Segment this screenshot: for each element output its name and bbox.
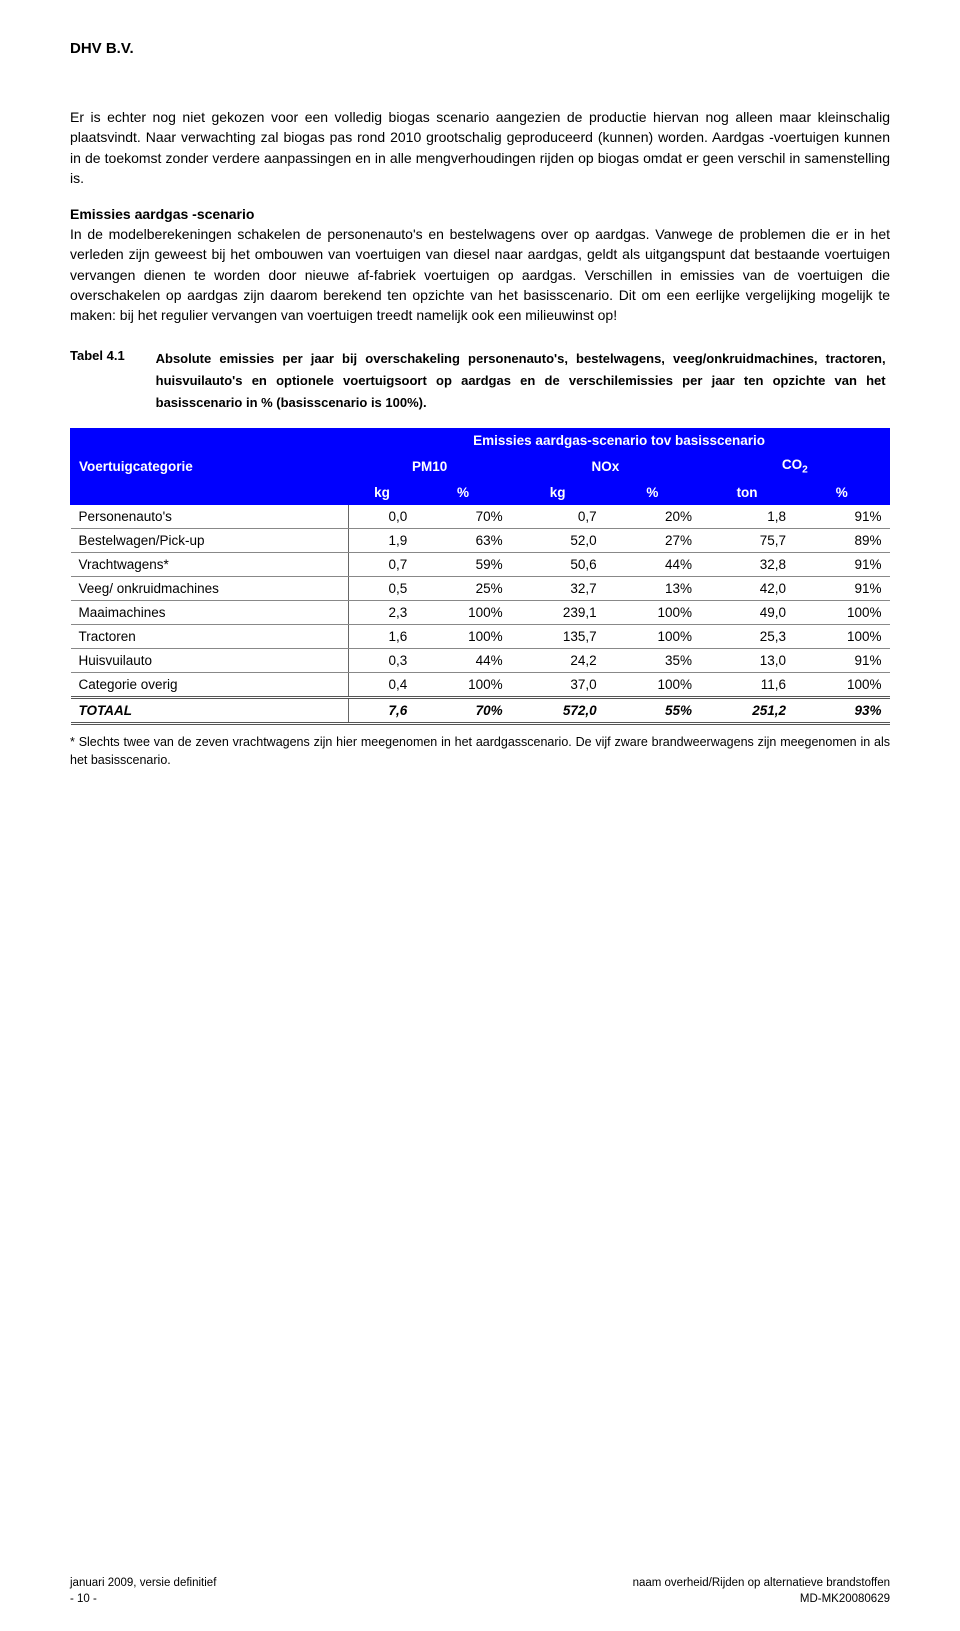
- table-row: Vrachtwagens*0,759%50,644%32,891%: [71, 552, 890, 576]
- table-row: Bestelwagen/Pick-up1,963%52,027%75,789%: [71, 528, 890, 552]
- cell-value: 59%: [415, 552, 510, 576]
- document-header: DHV B.V.: [70, 40, 890, 57]
- cell-value: 100%: [794, 600, 889, 624]
- cell-value: 0,7: [349, 552, 416, 576]
- paragraph-1: Er is echter nog niet gekozen voor een v…: [70, 107, 890, 188]
- cell-value: 100%: [605, 672, 700, 697]
- table-subheader: kg: [511, 480, 605, 504]
- paragraph-2: In de modelberekeningen schakelen de per…: [70, 224, 890, 325]
- row-label: Maaimachines: [71, 600, 349, 624]
- cell-value: 50,6: [511, 552, 605, 576]
- cell-value: 100%: [415, 672, 510, 697]
- cell-value: 100%: [605, 624, 700, 648]
- row-label: Categorie overig: [71, 672, 349, 697]
- table-caption-text: Absolute emissies per jaar bij overschak…: [156, 348, 886, 414]
- row-label: Personenauto's: [71, 504, 349, 528]
- cell-value: 100%: [794, 624, 889, 648]
- cell-value: 0,0: [349, 504, 416, 528]
- row-label: Bestelwagen/Pick-up: [71, 528, 349, 552]
- cell-value: 13%: [605, 576, 700, 600]
- cell-value: 44%: [415, 648, 510, 672]
- table-subheader: %: [415, 480, 510, 504]
- cell-value: 0,4: [349, 672, 416, 697]
- cell-value: 32,8: [700, 552, 794, 576]
- table-subheader: ton: [700, 480, 794, 504]
- row-label: Huisvuilauto: [71, 648, 349, 672]
- table-row: Veeg/ onkruidmachines0,525%32,713%42,091…: [71, 576, 890, 600]
- cell-value: 20%: [605, 504, 700, 528]
- total-value: 572,0: [511, 697, 605, 723]
- cell-value: 13,0: [700, 648, 794, 672]
- cell-value: 0,7: [511, 504, 605, 528]
- cell-value: 100%: [415, 600, 510, 624]
- cell-value: 100%: [794, 672, 889, 697]
- cell-value: 91%: [794, 648, 889, 672]
- cell-value: 0,3: [349, 648, 416, 672]
- cell-value: 75,7: [700, 528, 794, 552]
- cell-value: 27%: [605, 528, 700, 552]
- table-group-co2: CO2: [700, 452, 889, 480]
- table-row: Categorie overig0,4100%37,0100%11,6100%: [71, 672, 890, 697]
- table-subheader: %: [794, 480, 889, 504]
- table-subheader: kg: [349, 480, 416, 504]
- table-row: Huisvuilauto0,344%24,235%13,091%: [71, 648, 890, 672]
- cell-value: 63%: [415, 528, 510, 552]
- table-row: Tractoren1,6100%135,7100%25,3100%: [71, 624, 890, 648]
- total-label: TOTAAL: [71, 697, 349, 723]
- table-row: Maaimachines2,3100%239,1100%49,0100%: [71, 600, 890, 624]
- section-title-emissies: Emissies aardgas -scenario: [70, 206, 254, 222]
- cell-value: 100%: [605, 600, 700, 624]
- row-label: Veeg/ onkruidmachines: [71, 576, 349, 600]
- cell-value: 0,5: [349, 576, 416, 600]
- footer-doc-title: naam overheid/Rijden op alternatieve bra…: [633, 1575, 890, 1591]
- table-caption-label: Tabel 4.1: [70, 348, 152, 363]
- table-group-nox: NOx: [511, 452, 700, 480]
- cell-value: 70%: [415, 504, 510, 528]
- cell-value: 91%: [794, 552, 889, 576]
- footer-page-number: - 10 -: [70, 1591, 216, 1607]
- cell-value: 35%: [605, 648, 700, 672]
- total-value: 251,2: [700, 697, 794, 723]
- table-caption: Tabel 4.1 Absolute emissies per jaar bij…: [70, 348, 890, 414]
- cell-value: 239,1: [511, 600, 605, 624]
- cell-value: 1,8: [700, 504, 794, 528]
- table-corner-header: Voertuigcategorie: [71, 428, 349, 504]
- cell-value: 135,7: [511, 624, 605, 648]
- cell-value: 37,0: [511, 672, 605, 697]
- footer-doc-id: MD-MK20080629: [633, 1591, 890, 1607]
- cell-value: 2,3: [349, 600, 416, 624]
- cell-value: 44%: [605, 552, 700, 576]
- cell-value: 89%: [794, 528, 889, 552]
- total-value: 93%: [794, 697, 889, 723]
- footer-date: januari 2009, versie definitief: [70, 1575, 216, 1591]
- page-footer: januari 2009, versie definitief - 10 - n…: [70, 1575, 890, 1607]
- cell-value: 32,7: [511, 576, 605, 600]
- cell-value: 24,2: [511, 648, 605, 672]
- cell-value: 91%: [794, 504, 889, 528]
- table-footnote: * Slechts twee van de zeven vrachtwagens…: [70, 733, 890, 771]
- cell-value: 100%: [415, 624, 510, 648]
- table-group-pm10: PM10: [349, 452, 511, 480]
- table-top-header: Emissies aardgas-scenario tov basisscena…: [349, 428, 890, 452]
- cell-value: 11,6: [700, 672, 794, 697]
- table-total-row: TOTAAL7,670%572,055%251,293%: [71, 697, 890, 723]
- cell-value: 49,0: [700, 600, 794, 624]
- row-label: Tractoren: [71, 624, 349, 648]
- cell-value: 1,6: [349, 624, 416, 648]
- table-subheader: %: [605, 480, 700, 504]
- total-value: 70%: [415, 697, 510, 723]
- table-row: Personenauto's0,070%0,720%1,891%: [71, 504, 890, 528]
- cell-value: 52,0: [511, 528, 605, 552]
- cell-value: 91%: [794, 576, 889, 600]
- row-label: Vrachtwagens*: [71, 552, 349, 576]
- cell-value: 25,3: [700, 624, 794, 648]
- total-value: 7,6: [349, 697, 416, 723]
- total-value: 55%: [605, 697, 700, 723]
- cell-value: 42,0: [700, 576, 794, 600]
- cell-value: 25%: [415, 576, 510, 600]
- emissions-table: Voertuigcategorie Emissies aardgas-scena…: [70, 428, 890, 725]
- cell-value: 1,9: [349, 528, 416, 552]
